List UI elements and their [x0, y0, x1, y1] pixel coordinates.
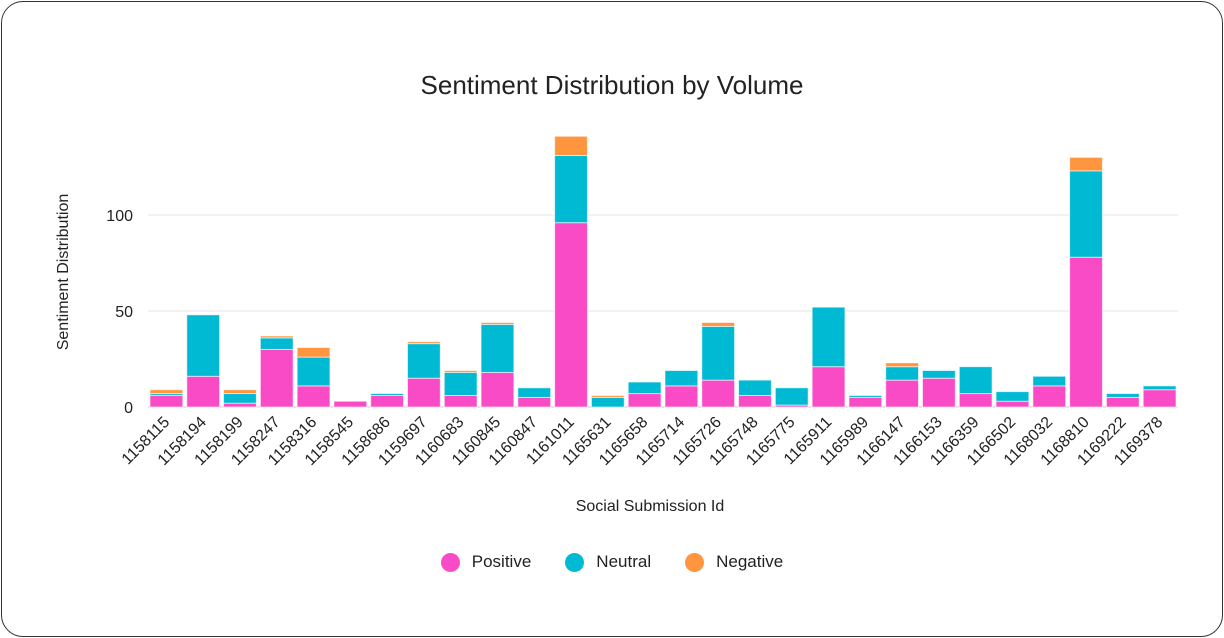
legend-swatch-neutral [565, 552, 585, 572]
bar-neutral[interactable] [259, 337, 294, 350]
bar-positive[interactable] [517, 396, 552, 408]
bar-neutral[interactable] [186, 314, 221, 377]
bar-positive[interactable] [443, 394, 478, 408]
y-tick-label: 100 [106, 208, 133, 225]
legend-item-neutral[interactable]: Neutral [565, 552, 651, 572]
bar-positive[interactable] [1142, 389, 1177, 408]
bar-neutral[interactable] [296, 356, 331, 387]
bar-positive[interactable] [664, 385, 699, 408]
bar-neutral[interactable] [1032, 375, 1067, 387]
bar-positive[interactable] [186, 375, 221, 408]
x-axis-title: Social Submission Id [575, 498, 725, 515]
bar-neutral[interactable] [517, 387, 552, 398]
bar-neutral[interactable] [370, 393, 405, 396]
legend: Positive Neutral Negative [0, 552, 1224, 572]
bar-negative[interactable] [407, 341, 441, 345]
bar-negative[interactable] [1069, 156, 1103, 172]
bar-neutral[interactable] [701, 325, 736, 381]
bar-negative[interactable] [701, 322, 736, 327]
bar-positive[interactable] [848, 396, 883, 408]
chart-title: Sentiment Distribution by Volume [420, 70, 804, 100]
y-tick-label: 50 [115, 304, 133, 321]
bar-positive[interactable] [259, 348, 294, 408]
legend-label: Neutral [596, 552, 652, 571]
bar-neutral[interactable] [1142, 385, 1177, 391]
legend-swatch-negative [685, 552, 705, 572]
bar-positive[interactable] [885, 379, 920, 408]
bar-positive[interactable] [627, 393, 662, 408]
bar-negative[interactable] [443, 370, 478, 373]
bar-negative[interactable] [149, 389, 184, 395]
bar-neutral[interactable] [554, 154, 588, 224]
bar-neutral[interactable] [1105, 393, 1140, 398]
bar-neutral[interactable] [664, 370, 699, 387]
bar-positive[interactable] [407, 377, 441, 408]
bar-positive[interactable] [811, 366, 846, 408]
bar-positive[interactable] [370, 394, 405, 408]
bar-positive[interactable] [958, 393, 993, 408]
bar-neutral[interactable] [627, 381, 662, 395]
bar-positive[interactable] [995, 400, 1030, 408]
bar-neutral[interactable] [848, 394, 883, 398]
bar-neutral[interactable] [223, 393, 257, 404]
bar-negative[interactable] [296, 346, 331, 358]
bar-positive[interactable] [1032, 385, 1067, 408]
bar-neutral[interactable] [480, 323, 515, 373]
legend-swatch-positive [440, 552, 460, 572]
bar-negative[interactable] [590, 394, 625, 398]
bar-positive[interactable] [922, 377, 956, 408]
bar-negative[interactable] [885, 362, 920, 368]
legend-label: Positive [471, 552, 532, 571]
bar-neutral[interactable] [774, 387, 809, 406]
legend-item-positive[interactable]: Positive [440, 552, 532, 572]
bar-positive[interactable] [296, 385, 331, 408]
bar-positive[interactable] [554, 222, 588, 408]
bar-positive[interactable] [149, 394, 184, 408]
bar-neutral[interactable] [590, 396, 625, 408]
bar-positive[interactable] [738, 394, 772, 408]
y-tick-label: 0 [124, 400, 133, 417]
bar-positive[interactable] [1069, 256, 1103, 408]
bar-positive[interactable] [223, 402, 257, 408]
bar-neutral[interactable] [1069, 170, 1103, 258]
bar-neutral[interactable] [922, 370, 956, 379]
bar-neutral[interactable] [958, 366, 993, 395]
bar-neutral[interactable] [995, 391, 1030, 402]
legend-item-negative[interactable]: Negative [685, 552, 783, 572]
bar-neutral[interactable] [885, 366, 920, 381]
bar-negative[interactable] [554, 135, 588, 156]
bar-neutral[interactable] [443, 371, 478, 396]
bar-neutral[interactable] [407, 343, 441, 379]
bar-neutral[interactable] [738, 379, 772, 396]
bar-positive[interactable] [701, 379, 736, 408]
legend-label: Negative [716, 552, 784, 571]
bar-neutral[interactable] [811, 306, 846, 368]
bar-positive[interactable] [480, 371, 515, 408]
bar-negative[interactable] [259, 335, 294, 339]
bar-positive[interactable] [333, 400, 368, 408]
bar-positive[interactable] [1105, 396, 1140, 408]
bar-negative[interactable] [223, 389, 257, 395]
bar-negative[interactable] [480, 322, 515, 325]
